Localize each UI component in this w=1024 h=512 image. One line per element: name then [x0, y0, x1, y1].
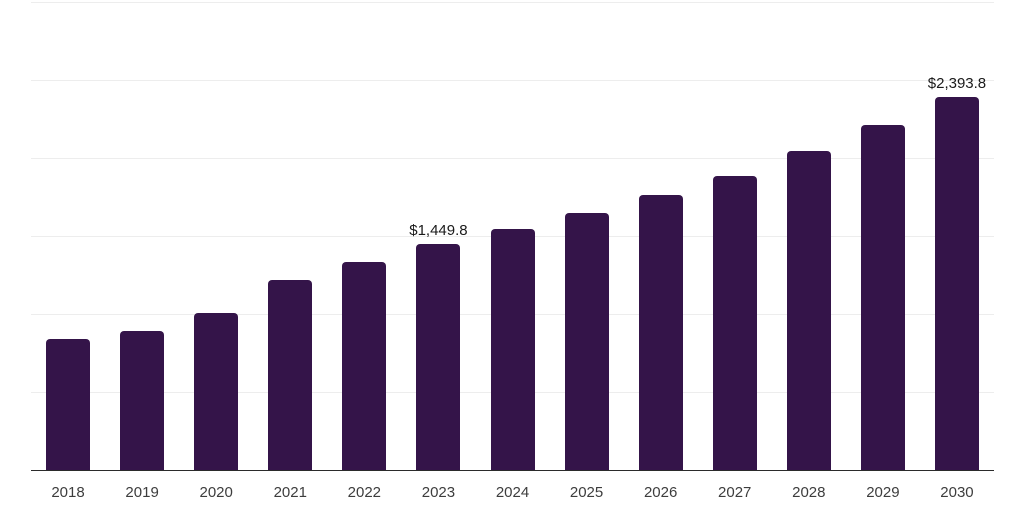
bar-2027	[712, 175, 757, 470]
bar-2019	[120, 331, 165, 470]
bar-2024	[490, 229, 535, 470]
x-tick-2020: 2020	[199, 484, 233, 501]
bar-2029	[860, 124, 905, 470]
bar-2028	[786, 151, 831, 470]
bar-2021	[268, 279, 313, 470]
bar-2018	[46, 338, 91, 470]
gridline	[31, 80, 994, 81]
data-label-2030: $2,393.8	[927, 74, 987, 92]
data-label-2023: $1,449.8	[409, 221, 468, 239]
gridline	[31, 158, 994, 159]
bar-2025	[564, 213, 609, 470]
bar-2026	[638, 194, 683, 470]
x-axis-line	[31, 469, 994, 471]
bar-2020	[194, 313, 239, 470]
x-tick-2029: 2029	[866, 484, 900, 501]
x-tick-2025: 2025	[569, 484, 604, 501]
x-tick-2028: 2028	[792, 484, 826, 501]
bar-2022	[342, 261, 387, 470]
bar-2030	[934, 96, 979, 470]
x-tick-2018: 2018	[51, 484, 85, 501]
x-tick-2030: 2030	[940, 484, 974, 501]
x-tick-2026: 2026	[643, 484, 678, 501]
x-tick-2022: 2022	[347, 484, 382, 501]
x-tick-2024: 2024	[495, 484, 530, 501]
x-tick-2021: 2021	[273, 484, 307, 501]
bar-2023	[416, 243, 461, 470]
x-tick-2019: 2019	[125, 484, 159, 501]
gridline	[31, 2, 994, 3]
x-tick-2023: 2023	[421, 484, 456, 501]
x-tick-2027: 2027	[718, 484, 752, 501]
